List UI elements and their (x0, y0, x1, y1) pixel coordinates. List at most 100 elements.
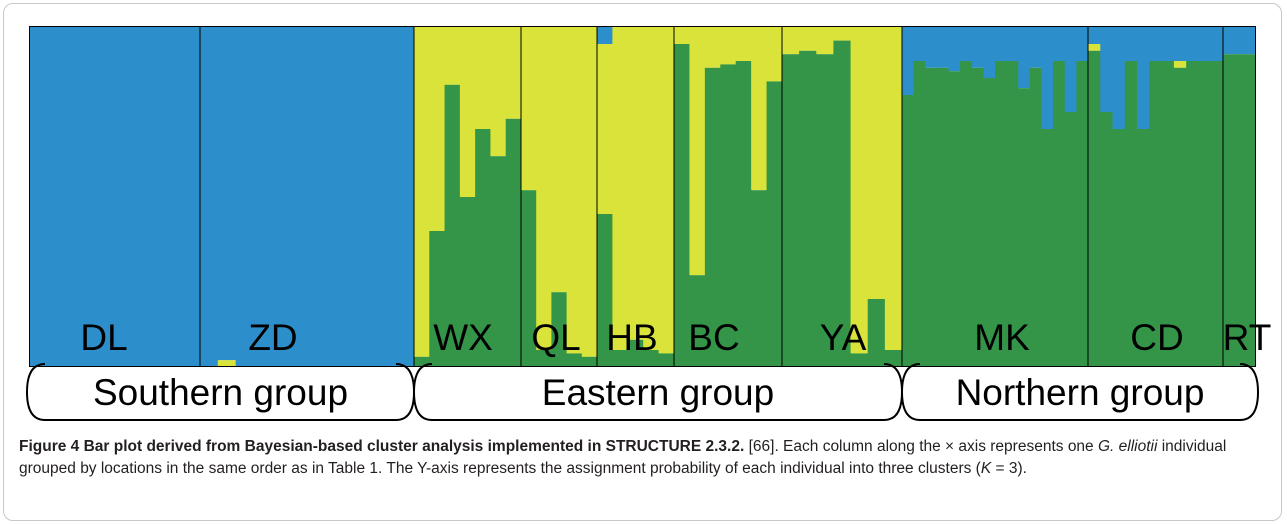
bars-layer (30, 27, 1256, 368)
population-label: WX (433, 317, 493, 358)
bar-segment-cluster-yellow (217, 360, 237, 367)
group-label: Northern group (956, 372, 1205, 413)
bar-segment-cluster-yellow (704, 27, 721, 68)
bar-segment-cluster-blue (1233, 27, 1245, 55)
bar-segment-cluster-green (1233, 54, 1245, 367)
bar-segment-cluster-yellow (627, 27, 644, 340)
bar-segment-cluster-yellow (766, 27, 783, 82)
bar-segment-cluster-yellow (475, 27, 492, 129)
bar-segment-cluster-green (735, 61, 752, 367)
bar-segment-cluster-green (689, 275, 706, 367)
bar-segment-cluster-green (971, 67, 984, 368)
bar-segment-cluster-yellow (429, 27, 446, 231)
population-label: MK (974, 317, 1030, 358)
group-label: Southern group (93, 372, 348, 413)
bar-segment-cluster-blue (1018, 27, 1031, 89)
bar-segment-cluster-green (799, 50, 817, 368)
population-label: HB (606, 317, 657, 358)
bar-segment-cluster-green (1006, 61, 1019, 367)
bar-segment-cluster-green (1018, 88, 1031, 367)
population-label: BC (688, 317, 739, 358)
bar-segment-cluster-green (612, 350, 629, 367)
bar-segment-cluster-yellow (850, 27, 869, 354)
bar-segment-cluster-green (704, 67, 721, 368)
bar-segment-cluster-blue (1029, 27, 1043, 68)
bar-segment-cluster-green (782, 54, 800, 367)
bar-segment-cluster-green (429, 231, 446, 367)
population-label: YA (820, 317, 867, 358)
bar-segment-cluster-yellow (751, 27, 768, 191)
bar-segment-cluster-blue (217, 27, 237, 361)
bar-segment-cluster-yellow (521, 27, 537, 191)
bar-segment-cluster-blue (378, 27, 397, 367)
bar-segment-cluster-green (816, 54, 835, 367)
bar-segment-cluster-blue (360, 27, 379, 367)
bar-segment-cluster-green (925, 67, 938, 368)
population-label: RT (1223, 317, 1272, 358)
bar-segment-cluster-blue (200, 27, 219, 367)
bar-segment-cluster-green (1198, 61, 1212, 367)
bar-segment-cluster-green (850, 353, 869, 367)
bar-segment-cluster-green (1173, 67, 1187, 368)
bar-segment-cluster-yellow (1173, 61, 1187, 68)
bar-segment-cluster-green (459, 197, 476, 367)
bar-segment-cluster-blue (178, 27, 201, 367)
bar-segment-cluster-blue (1198, 27, 1212, 61)
population-label: ZD (248, 317, 297, 358)
bar-segment-cluster-green (536, 350, 552, 367)
bar-segment-cluster-green (627, 339, 644, 367)
bar-segment-cluster-green (884, 350, 903, 367)
bar-segment-cluster-blue (115, 27, 137, 367)
bar-segment-cluster-yellow (782, 27, 800, 55)
bar-segment-cluster-green (983, 78, 996, 367)
bar-segment-cluster-blue (1100, 27, 1114, 112)
group-bracket (412, 363, 904, 421)
bar-segment-cluster-blue (1041, 27, 1054, 129)
bar-segment-cluster-green (444, 84, 461, 368)
bar-segment-cluster-blue (72, 27, 95, 367)
bar-segment-cluster-blue (342, 27, 362, 367)
bar-segment-cluster-yellow (597, 44, 613, 214)
bar-segment-cluster-blue (253, 27, 272, 367)
bar-segment-cluster-green (1064, 112, 1077, 367)
bar-segment-cluster-green (475, 129, 492, 367)
bar-segment-cluster-yellow (551, 27, 568, 293)
bar-segment-cluster-blue (1112, 27, 1126, 129)
bar-segment-cluster-yellow (1088, 44, 1101, 51)
bar-segment-cluster-blue (902, 27, 915, 95)
bar-segment-cluster-green (1161, 61, 1175, 367)
bar-segment-cluster-green (867, 299, 886, 367)
bar-segment-cluster-green (960, 61, 973, 367)
bar-segment-cluster-green (936, 67, 950, 368)
bar-segment-cluster-green (1041, 129, 1054, 367)
bar-segment-cluster-green (1076, 61, 1089, 367)
bar-segment-cluster-green (1088, 50, 1101, 368)
bar-segment-cluster-blue (1064, 27, 1077, 112)
bar-segment-cluster-blue (157, 27, 180, 367)
bar-segment-cluster-green (1244, 54, 1256, 367)
bar-segment-cluster-blue (1244, 27, 1256, 55)
bar-segment-cluster-blue (51, 27, 74, 367)
bar-segment-cluster-blue (1173, 27, 1187, 61)
bar-segment-cluster-green (1223, 54, 1235, 367)
bar-segment-cluster-blue (1006, 27, 1019, 61)
bar-segment-cluster-green (1100, 112, 1114, 367)
caption-text-b: individual grouped by locations in the s… (19, 438, 1227, 477)
bar-segment-cluster-green (902, 95, 915, 367)
bar-segment-cluster-blue (1088, 27, 1101, 44)
bar-segment-cluster-yellow (612, 27, 629, 350)
bar-segment-cluster-green (505, 118, 522, 367)
bar-segment-cluster-green (551, 292, 568, 367)
bar-segment-cluster-green (1210, 61, 1224, 367)
bar-segment-cluster-green (766, 81, 783, 368)
bar-segment-cluster-blue (396, 27, 415, 367)
group-brackets: Southern group Eastern group Northern grou… (25, 363, 1260, 421)
bar-segment-cluster-blue (1076, 27, 1089, 61)
bar-segment-cluster-green (566, 353, 583, 367)
bar-segment-cluster-green (521, 190, 537, 367)
bar-segment-cluster-yellow (581, 27, 598, 357)
bar-segment-cluster-yellow (444, 27, 461, 85)
bar-segment-cluster-blue (289, 27, 308, 367)
bar-segment-cluster-yellow (566, 27, 583, 354)
bar-segment-cluster-blue (307, 27, 326, 367)
